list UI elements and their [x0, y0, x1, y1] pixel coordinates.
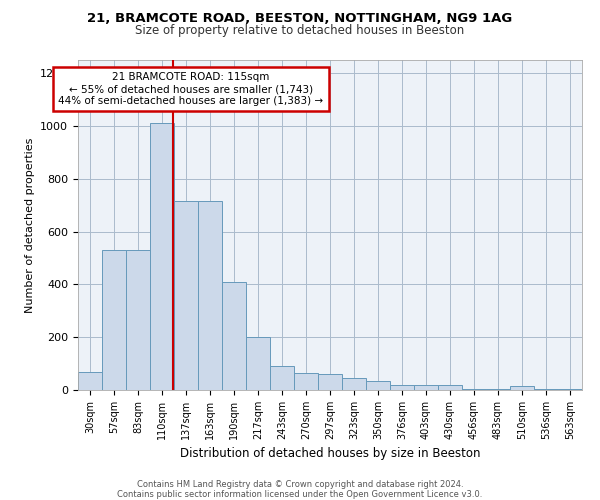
Bar — [438, 385, 462, 390]
Bar — [366, 381, 390, 390]
Bar — [294, 373, 318, 390]
Bar — [318, 374, 342, 390]
Text: 21, BRAMCOTE ROAD, BEESTON, NOTTINGHAM, NG9 1AG: 21, BRAMCOTE ROAD, BEESTON, NOTTINGHAM, … — [88, 12, 512, 26]
Bar — [342, 378, 366, 390]
Bar — [78, 372, 102, 390]
Bar — [414, 384, 438, 390]
Bar — [102, 250, 126, 390]
Bar — [486, 388, 510, 390]
Bar — [222, 282, 246, 390]
Y-axis label: Number of detached properties: Number of detached properties — [25, 138, 35, 312]
Bar — [150, 124, 174, 390]
Bar — [198, 201, 222, 390]
Text: Size of property relative to detached houses in Beeston: Size of property relative to detached ho… — [136, 24, 464, 37]
Bar — [126, 250, 150, 390]
Bar — [270, 366, 294, 390]
Bar — [558, 388, 582, 390]
X-axis label: Distribution of detached houses by size in Beeston: Distribution of detached houses by size … — [180, 448, 480, 460]
Text: 21 BRAMCOTE ROAD: 115sqm
← 55% of detached houses are smaller (1,743)
44% of sem: 21 BRAMCOTE ROAD: 115sqm ← 55% of detach… — [58, 72, 323, 106]
Bar — [534, 388, 558, 390]
Bar — [174, 201, 198, 390]
Text: Contains HM Land Registry data © Crown copyright and database right 2024.
Contai: Contains HM Land Registry data © Crown c… — [118, 480, 482, 499]
Bar — [510, 386, 534, 390]
Bar — [246, 337, 270, 390]
Bar — [462, 388, 486, 390]
Bar — [390, 384, 414, 390]
